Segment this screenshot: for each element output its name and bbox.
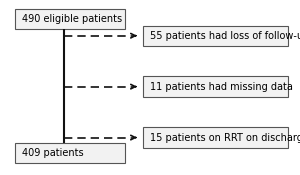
FancyBboxPatch shape	[15, 9, 125, 29]
FancyBboxPatch shape	[143, 26, 288, 46]
Text: 490 eligible patients: 490 eligible patients	[22, 14, 122, 24]
FancyBboxPatch shape	[15, 143, 125, 163]
Text: 55 patients had loss of follow-up: 55 patients had loss of follow-up	[150, 31, 300, 41]
FancyBboxPatch shape	[143, 127, 288, 148]
Text: 11 patients had missing data: 11 patients had missing data	[150, 82, 293, 92]
Text: 15 patients on RRT on discharge: 15 patients on RRT on discharge	[150, 132, 300, 143]
Text: 409 patients: 409 patients	[22, 148, 84, 158]
FancyBboxPatch shape	[143, 76, 288, 97]
